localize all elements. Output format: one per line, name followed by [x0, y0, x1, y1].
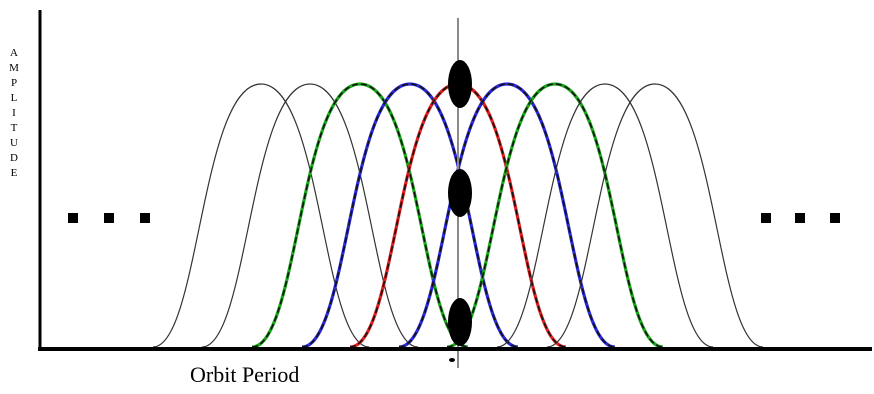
ellipsis-left	[68, 213, 150, 223]
pulse-5	[349, 83, 567, 348]
pulse-2	[201, 83, 419, 348]
y-axis-label: A M P L I T U D E	[9, 47, 19, 179]
axis-tick-dot	[449, 358, 455, 362]
pulse-7	[446, 83, 664, 348]
marker-group	[448, 60, 472, 346]
pulse-9	[546, 83, 764, 348]
pulse-8	[496, 83, 714, 348]
pulse-3-color	[251, 82, 469, 349]
pulse-6	[398, 83, 616, 348]
pulse-4	[301, 83, 519, 348]
pulse-7-color	[446, 82, 664, 349]
marker-middle	[448, 169, 472, 217]
x-axis-label: Orbit Period	[190, 362, 300, 387]
marker-bottom	[448, 298, 472, 346]
ellipsis-right	[761, 213, 840, 223]
marker-top	[448, 60, 472, 108]
pulse-4-color	[301, 82, 519, 349]
pulse-3	[251, 83, 469, 348]
pulse-6-color	[398, 82, 616, 349]
pulse-group	[152, 82, 764, 349]
pulse-1	[152, 83, 370, 348]
